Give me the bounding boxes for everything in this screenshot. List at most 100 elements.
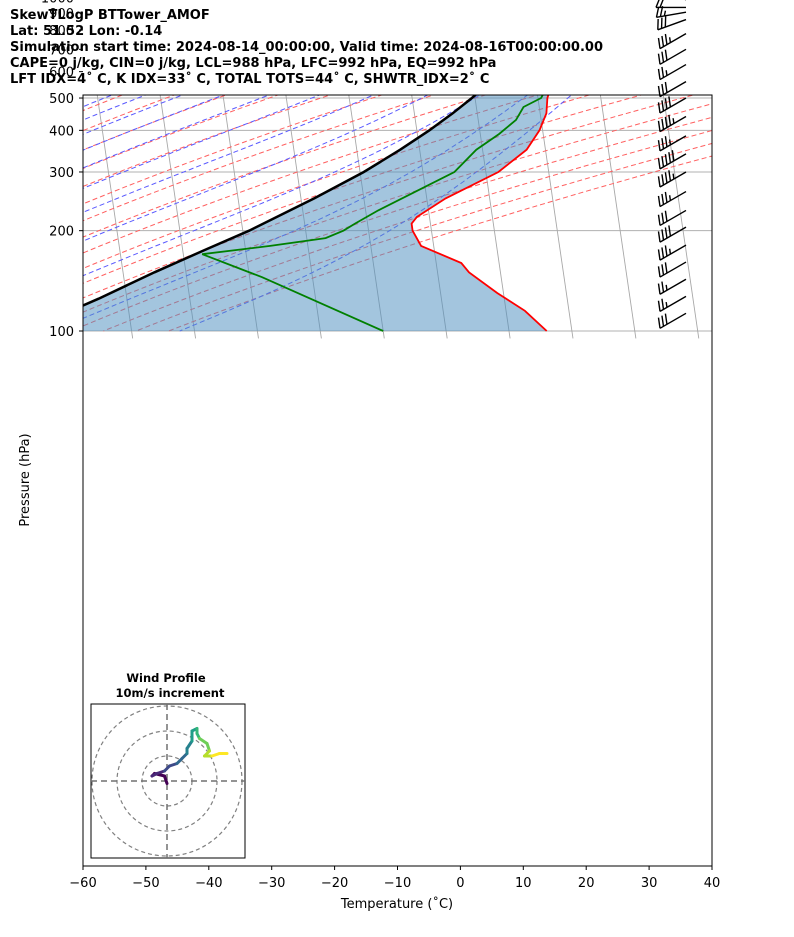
wind-barb-staff (659, 278, 687, 295)
isotherm-line (599, 95, 637, 339)
wind-barb-feather (659, 5, 664, 17)
wind-barb-feather (668, 170, 672, 182)
x-axis-label: Temperature (˚C) (340, 896, 453, 912)
wind-barb (657, 150, 687, 170)
x-tick-label: −60 (69, 876, 96, 891)
hodograph-subtitle: 10m/s increment (116, 686, 225, 700)
wind-barb (655, 5, 687, 19)
y-tick-label: 100 (49, 325, 74, 340)
wind-barb-feather (664, 172, 668, 184)
wind-barb-feather (668, 152, 672, 163)
wind-barb-feather (661, 100, 665, 112)
mixing-ratio-line (428, 0, 469, 82)
wind-barb-feather (664, 191, 668, 203)
wind-barb-feather (661, 298, 665, 310)
wind-barb-feather (657, 317, 661, 329)
wind-barb-feather (657, 37, 661, 49)
wind-barb (657, 295, 687, 313)
wind-barb-half-feather (665, 284, 668, 291)
wind-barb-feather (664, 49, 668, 61)
y-tick-label: 1000 (41, 0, 74, 7)
wind-barb-staff (659, 153, 687, 170)
wind-barb-feather (657, 231, 661, 243)
wind-barb (657, 114, 687, 133)
wind-barb-feather (664, 33, 668, 45)
wind-barb-feather (668, 114, 672, 126)
wind-barb-staff (659, 115, 687, 133)
wind-barb-half-feather (665, 301, 668, 308)
wind-barb (657, 33, 687, 50)
wind-barb-feather (655, 6, 660, 18)
x-tick-label: −10 (384, 876, 411, 891)
wind-barb-feather (657, 283, 661, 295)
isotherm-line (96, 95, 134, 339)
x-tick-label: −30 (258, 876, 285, 891)
wind-barb-feather (664, 98, 668, 110)
wind-barb-feather (661, 281, 665, 293)
y-tick-label: 300 (49, 166, 74, 181)
dry-adiabat (83, 95, 384, 205)
dry-adiabat (83, 95, 592, 269)
wind-barb-staff (659, 261, 687, 278)
wind-barb-staff (659, 226, 687, 243)
wind-barb-feather (657, 68, 661, 80)
hodograph-segment (185, 739, 194, 750)
dewpoint-line (201, 95, 544, 332)
wind-barb-half-feather (668, 139, 672, 145)
mixing-ratio-line (261, 0, 290, 82)
wind-barbs-layer (655, 0, 687, 329)
y-axis-label: Pressure (hPa) (18, 433, 33, 526)
wind-barb-half-feather (668, 195, 672, 201)
wind-barb-feather (657, 249, 661, 261)
dry-adiabat (103, 130, 712, 332)
wind-barb-feather (657, 195, 661, 207)
wind-barb-feather (664, 245, 668, 257)
wind-barb-feather (664, 227, 668, 239)
x-tick-label: −50 (132, 876, 159, 891)
wind-barb-half-feather (672, 173, 675, 180)
wind-barb-staff (656, 11, 687, 19)
y-tick-label: 200 (49, 225, 74, 240)
wind-barb-feather (661, 193, 665, 205)
wind-barb (657, 81, 687, 98)
wind-barb (657, 135, 687, 152)
wind-barb-staff (659, 209, 687, 227)
wind-barb-feather (661, 118, 665, 130)
y-tick-label: 900 (49, 7, 74, 22)
wind-barb-feather (657, 120, 661, 132)
wind-barb-half-feather (672, 118, 675, 124)
parcel-line (83, 95, 478, 307)
y-tick-label: 700 (49, 43, 74, 58)
mixing-ratio-line (506, 0, 553, 82)
wind-barb-feather (661, 247, 665, 259)
wind-barb-staff (659, 190, 687, 208)
wind-barb-staff (659, 33, 687, 50)
x-tick-label: 0 (456, 876, 464, 891)
wind-barb-feather (657, 214, 661, 226)
wind-barb (655, 0, 686, 9)
wind-barb-feather (664, 81, 668, 93)
mixing-ratio-line (587, 0, 640, 82)
wind-barb-feather (657, 53, 661, 65)
wind-barb (657, 209, 687, 227)
wind-barb-feather (661, 264, 665, 276)
wind-barb-half-feather (668, 248, 672, 255)
wind-barb-staff (659, 295, 687, 313)
wind-barb-feather (661, 51, 665, 63)
wind-barb-feather (659, 0, 664, 8)
wind-barb-feather (661, 212, 665, 224)
indices-line: LFT IDX=4˚ C, K IDX=33˚ C, TOTAL TOTS=44… (10, 72, 490, 87)
wind-barb-feather (657, 102, 661, 114)
temperature-line (410, 95, 550, 332)
y-tick-label: 500 (49, 92, 74, 107)
time-line: Simulation start time: 2024-08-14_00:00:… (10, 40, 603, 55)
mixing-ratio-line (474, 0, 518, 82)
cape-shading (83, 95, 549, 331)
y-tick-label: 800 (49, 24, 74, 39)
wind-barb-staff (659, 63, 687, 81)
wind-barb-staff (659, 312, 687, 329)
moist-adiabat (83, 95, 375, 213)
wind-barb (657, 48, 687, 65)
wind-barb (657, 16, 687, 31)
